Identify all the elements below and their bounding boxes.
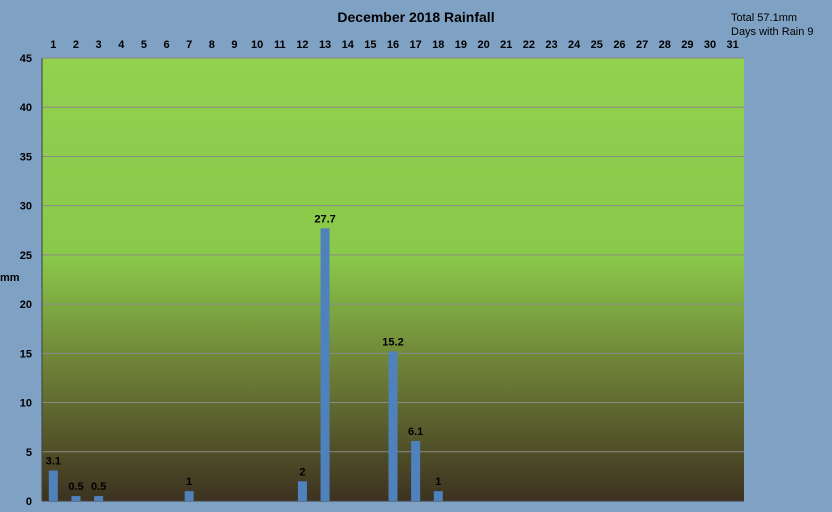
bar [411, 440, 421, 501]
bar [433, 491, 443, 501]
data-label: 3.1 [46, 455, 61, 467]
x-tick-label: 24 [568, 39, 581, 51]
y-tick-label: 25 [20, 250, 32, 262]
bar [388, 351, 398, 501]
x-tick-label: 25 [591, 39, 603, 51]
x-tick-label: 7 [186, 39, 192, 51]
data-label: 0.5 [68, 481, 83, 493]
bar [297, 481, 307, 501]
rain-summary: Total 57.1mm Days with Rain 9 [731, 11, 814, 39]
x-tick-label: 30 [704, 39, 716, 51]
x-tick-label: 5 [141, 39, 147, 51]
days-with-rain: Days with Rain 9 [731, 26, 814, 38]
y-tick-label: 35 [20, 151, 32, 163]
x-tick-label: 27 [636, 39, 648, 51]
y-tick-label: 40 [20, 102, 32, 114]
data-label: 2 [299, 466, 305, 478]
x-tick-label: 17 [410, 39, 422, 51]
x-tick-label: 20 [477, 39, 489, 51]
x-tick-label: 29 [681, 39, 693, 51]
y-tick-label: 0 [26, 496, 32, 508]
x-tick-label: 12 [296, 39, 308, 51]
x-tick-label: 1 [50, 39, 56, 51]
y-tick-label: 20 [20, 299, 32, 311]
x-tick-label: 26 [613, 39, 625, 51]
x-tick-label: 31 [727, 39, 739, 51]
x-tick-label: 2 [73, 39, 79, 51]
data-label: 1 [186, 476, 192, 488]
data-label: 6.1 [408, 426, 423, 438]
x-tick-label: 3 [96, 39, 102, 51]
bar [184, 491, 194, 501]
y-tick-label: 15 [20, 348, 32, 360]
x-tick-label: 22 [523, 39, 535, 51]
data-label: 27.7 [314, 213, 335, 225]
chart-title: December 2018 Rainfall [337, 9, 495, 25]
y-tick-label: 45 [20, 53, 32, 65]
x-tick-label: 9 [231, 39, 237, 51]
y-axis-label: mm [0, 272, 20, 284]
y-tick-label: 5 [26, 447, 32, 459]
x-tick-label: 14 [342, 39, 355, 51]
y-tick-label: 30 [20, 201, 32, 213]
x-tick-label: 8 [209, 39, 215, 51]
x-tick-label: 16 [387, 39, 399, 51]
x-tick-label: 10 [251, 39, 263, 51]
x-tick-label: 6 [163, 39, 169, 51]
x-tick-label: 23 [545, 39, 557, 51]
data-label: 15.2 [382, 336, 403, 348]
x-tick-label: 28 [659, 39, 671, 51]
total-rainfall: Total 57.1mm [731, 12, 798, 24]
x-tick-label: 4 [118, 39, 125, 51]
bar [320, 228, 330, 501]
bar [94, 496, 104, 501]
x-tick-label: 19 [455, 39, 467, 51]
x-tick-label: 21 [500, 39, 512, 51]
x-tick-label: 15 [364, 39, 376, 51]
y-tick-label: 10 [20, 398, 32, 410]
data-label: 1 [435, 476, 441, 488]
bar [71, 496, 81, 501]
bar [48, 470, 58, 501]
data-label: 0.5 [91, 481, 106, 493]
x-tick-label: 18 [432, 39, 444, 51]
x-tick-label: 13 [319, 39, 331, 51]
x-tick-label: 11 [274, 39, 286, 51]
